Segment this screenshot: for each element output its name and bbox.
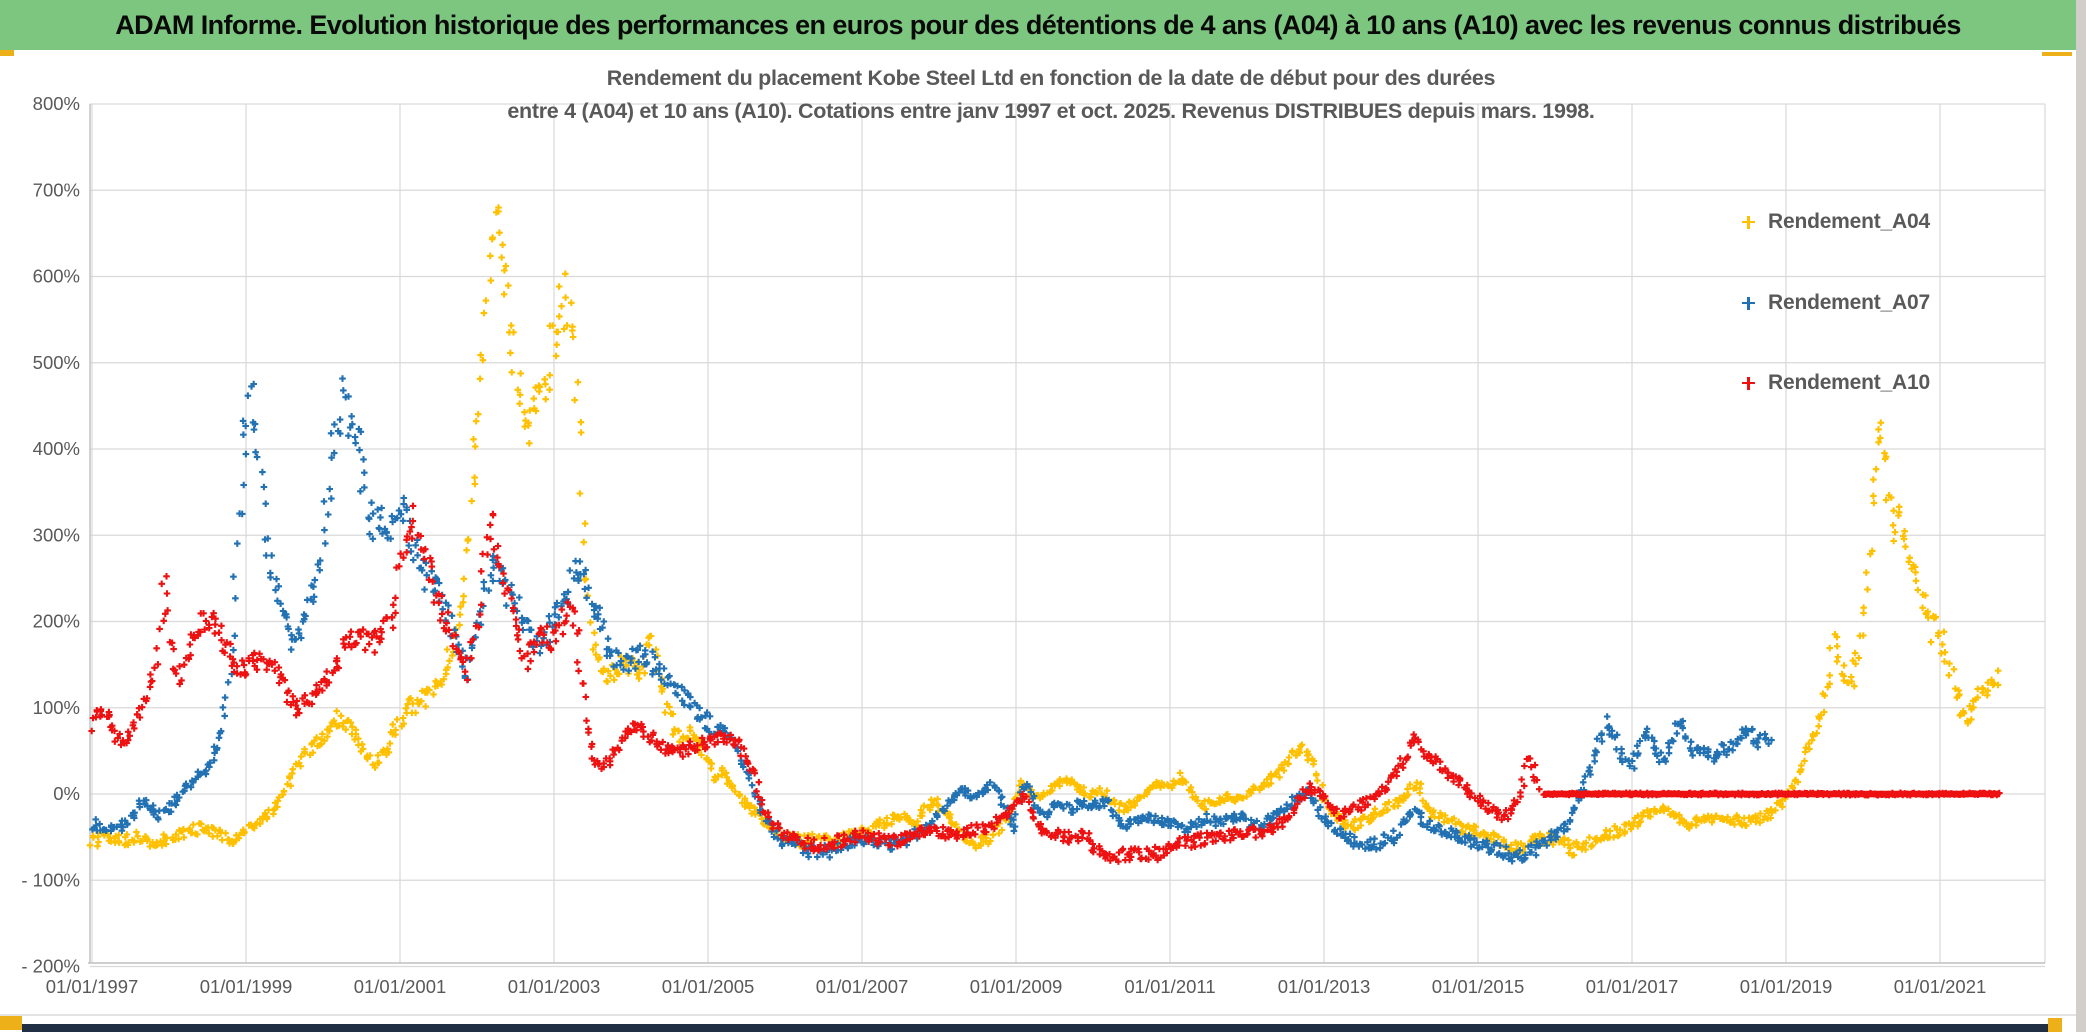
svg-text:01/01/1999: 01/01/1999 <box>200 976 293 997</box>
series-rendement_a10 <box>88 502 1543 865</box>
gold-accent-bottom-right <box>2048 1018 2062 1032</box>
svg-text:01/01/2009: 01/01/2009 <box>970 976 1063 997</box>
svg-text:- 100%: - 100% <box>21 869 80 890</box>
svg-text:400%: 400% <box>33 438 80 459</box>
gold-accent-top-left <box>0 50 14 58</box>
chart-title-line1: Rendement du placement Kobe Steel Ltd en… <box>606 66 1496 90</box>
svg-text:01/01/2021: 01/01/2021 <box>1894 976 1987 997</box>
svg-text:01/01/2013: 01/01/2013 <box>1278 976 1371 997</box>
banner-title: ADAM Informe. Evolution historique des p… <box>115 9 1961 40</box>
chart-title: Rendement du placement Kobe Steel Ltd en… <box>151 62 1951 128</box>
svg-text:01/01/2019: 01/01/2019 <box>1740 976 1833 997</box>
svg-text:01/01/2001: 01/01/2001 <box>354 976 447 997</box>
svg-text:300%: 300% <box>33 524 80 545</box>
svg-text:100%: 100% <box>33 697 80 718</box>
plus-marker-icon <box>1742 376 1755 390</box>
series-rendement_a07 <box>89 375 1775 865</box>
legend-label: Rendement_A10 <box>1768 371 1930 394</box>
svg-text:01/01/2017: 01/01/2017 <box>1586 976 1679 997</box>
chart-area[interactable]: 800% 700% 600% 500% 400% 300% 200% 100% 0% - 100%… <box>0 56 2076 1014</box>
right-edge-strip <box>2076 0 2086 1032</box>
plus-marker-icon <box>1742 215 1755 229</box>
svg-text:- 200%: - 200% <box>21 956 80 977</box>
chart-bottom-separator <box>0 1014 2076 1016</box>
svg-text:01/01/2011: 01/01/2011 <box>1124 976 1215 997</box>
plus-marker-icon <box>1742 296 1755 310</box>
legend-item-rendement-a04[interactable]: Rendement_A04 <box>1742 206 1930 238</box>
gridlines <box>90 103 2046 968</box>
svg-text:700%: 700% <box>33 179 80 200</box>
gold-accent-bottom-left <box>0 1016 22 1030</box>
chart-title-line2: entre 4 (A04) et 10 ans (A10). Cotations… <box>507 99 1595 123</box>
svg-text:01/01/2005: 01/01/2005 <box>662 976 755 997</box>
legend-label: Rendement_A04 <box>1768 210 1930 233</box>
scatter-chart: 800% 700% 600% 500% 400% 300% 200% 100% 0% - 100%… <box>21 93 2046 997</box>
legend-label: Rendement_A07 <box>1768 291 1930 314</box>
svg-text:01/01/2007: 01/01/2007 <box>816 976 909 997</box>
y-axis-labels: 800% 700% 600% 500% 400% 300% 200% 100% 0% - 100%… <box>21 93 80 977</box>
svg-text:01/01/2015: 01/01/2015 <box>1432 976 1525 997</box>
axis-lines <box>88 104 2045 964</box>
svg-text:01/01/1997: 01/01/1997 <box>46 976 139 997</box>
svg-text:800%: 800% <box>33 93 80 114</box>
svg-text:600%: 600% <box>33 266 80 287</box>
svg-text:01/01/2003: 01/01/2003 <box>508 976 601 997</box>
header-banner: ADAM Informe. Evolution historique des p… <box>0 0 2076 50</box>
svg-text:500%: 500% <box>33 352 80 373</box>
x-axis-labels: 01/01/1997 01/01/1999 01/01/2001 01/01/2003… <box>46 976 1987 997</box>
bottom-bar <box>22 1024 2048 1032</box>
svg-text:0%: 0% <box>53 783 80 804</box>
legend-item-rendement-a07[interactable]: Rendement_A07 <box>1742 287 1930 319</box>
svg-text:200%: 200% <box>33 611 80 632</box>
series-zero-markers <box>1540 789 2003 799</box>
legend-item-rendement-a10[interactable]: Rendement_A10 <box>1742 367 1930 399</box>
